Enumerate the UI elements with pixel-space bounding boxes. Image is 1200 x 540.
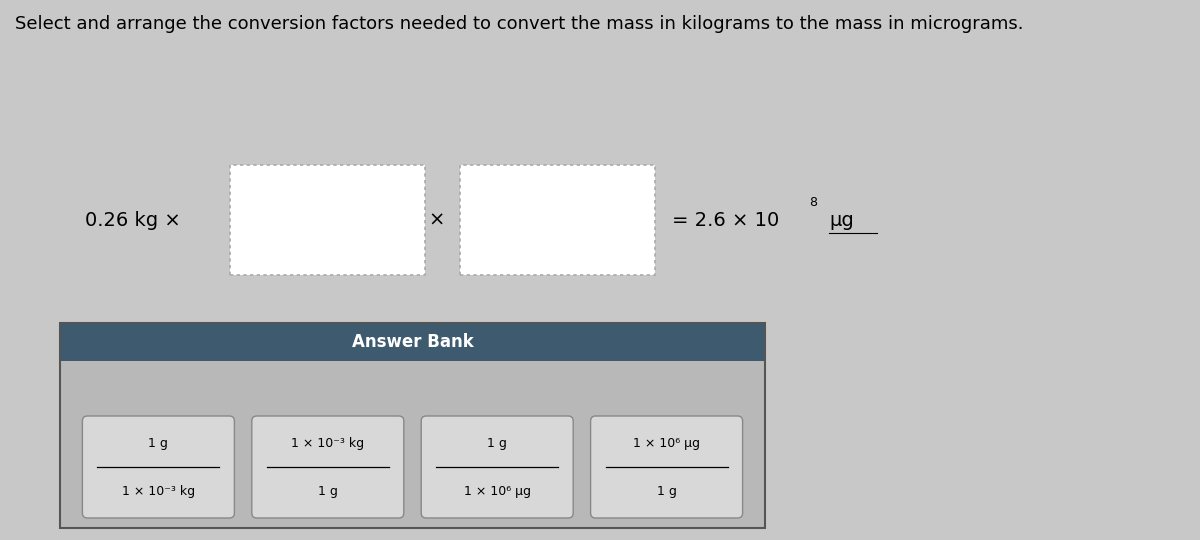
Text: 1 g: 1 g [318,484,337,497]
FancyBboxPatch shape [421,416,574,518]
FancyBboxPatch shape [252,416,403,518]
Text: 1 × 10⁻³ kg: 1 × 10⁻³ kg [122,484,194,497]
Text: μg: μg [829,211,853,229]
Bar [60,361,766,528]
Text: Answer Bank: Answer Bank [352,333,473,351]
Bar [60,323,766,528]
Text: 1 × 10⁻³ kg: 1 × 10⁻³ kg [292,436,365,449]
Text: 1 × 10⁶ μg: 1 × 10⁶ μg [634,436,700,449]
Text: ×: × [428,211,445,229]
Text: 1 g: 1 g [149,436,168,449]
Text: Select and arrange the conversion factors needed to convert the mass in kilogram: Select and arrange the conversion factor… [14,15,1024,33]
Text: 1 g: 1 g [656,484,677,497]
Bar [60,323,766,361]
FancyBboxPatch shape [83,416,234,518]
Text: 8: 8 [809,197,817,210]
Bar [230,165,425,275]
Text: 0.26 kg ×: 0.26 kg × [85,211,181,229]
Text: 1 × 10⁶ μg: 1 × 10⁶ μg [463,484,530,497]
Text: = 2.6 × 10: = 2.6 × 10 [672,211,779,229]
Text: 1 g: 1 g [487,436,508,449]
FancyBboxPatch shape [590,416,743,518]
Bar [460,165,655,275]
